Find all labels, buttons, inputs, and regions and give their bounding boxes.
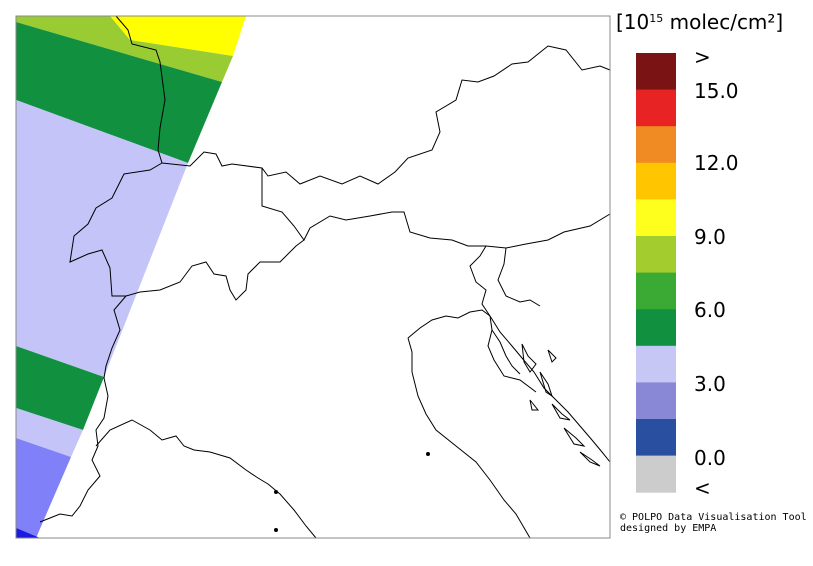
border-croatia-north bbox=[497, 247, 541, 307]
legend-color-swatch bbox=[636, 53, 676, 91]
island-4 bbox=[563, 427, 586, 447]
legend-tick-label: 12.0 bbox=[694, 151, 739, 175]
legend-tick-label: 6.0 bbox=[694, 298, 726, 322]
island-dot-3 bbox=[426, 452, 430, 456]
legend-tick-label: 0.0 bbox=[694, 446, 726, 470]
island-7 bbox=[547, 349, 557, 363]
legend-color-swatch bbox=[636, 419, 676, 457]
island-6 bbox=[529, 399, 540, 411]
credit-line-1: © POLPO Data Visualisation Tool bbox=[620, 512, 807, 523]
island-5 bbox=[579, 451, 601, 467]
legend-color-swatch bbox=[636, 272, 676, 310]
legend-tick-label: 9.0 bbox=[694, 225, 726, 249]
legend-color-swatch bbox=[636, 162, 676, 200]
legend-color-swatch bbox=[636, 455, 676, 493]
legend-tick-label: 3.0 bbox=[694, 372, 726, 396]
swath-band-darkgreen-2 bbox=[16, 346, 104, 430]
legend-title-suffix: molec/cm²] bbox=[663, 10, 784, 34]
coast-istria bbox=[491, 329, 521, 375]
legend-under-label: < bbox=[694, 476, 711, 500]
border-swiss-italy bbox=[69, 162, 305, 301]
island-2 bbox=[539, 371, 553, 398]
island-dot-2 bbox=[274, 528, 278, 532]
swath-band-darkgreen bbox=[16, 22, 222, 163]
border-france-italy bbox=[39, 295, 127, 523]
map-frame bbox=[15, 15, 611, 539]
island-dot-1 bbox=[274, 490, 278, 494]
border-alps-east bbox=[261, 168, 611, 249]
coast-venice bbox=[407, 309, 491, 339]
border-west-north bbox=[115, 15, 166, 164]
swath-band-periwinkle bbox=[16, 438, 71, 538]
legend-color-swatch bbox=[636, 126, 676, 164]
coast-italy-west bbox=[95, 419, 317, 539]
border-swiss-north bbox=[161, 45, 611, 185]
legend-title-prefix: [10 bbox=[616, 10, 650, 34]
swath-band-lavender bbox=[16, 100, 188, 377]
swath-band-lightgreen bbox=[16, 16, 233, 82]
swath-band-lavender-2 bbox=[16, 408, 83, 457]
legend-color-swatch bbox=[636, 345, 676, 383]
legend-colorbar bbox=[636, 53, 676, 493]
legend-title: [1015 molec/cm²] bbox=[616, 10, 783, 34]
legend-color-swatch bbox=[636, 382, 676, 420]
coast-italy-east bbox=[407, 337, 531, 539]
credit-line-2: designed by EMPA bbox=[620, 523, 717, 534]
legend-color-swatch bbox=[636, 199, 676, 237]
legend-title-exponent: 15 bbox=[649, 12, 664, 25]
swath-band-blue bbox=[16, 528, 40, 538]
legend-tick-label: 15.0 bbox=[694, 79, 739, 103]
legend-color-swatch bbox=[636, 309, 676, 347]
island-1 bbox=[521, 343, 537, 373]
legend-color-swatch bbox=[636, 89, 676, 127]
coastlines-and-borders bbox=[39, 15, 611, 539]
legend-over-label: > bbox=[694, 45, 711, 69]
island-3 bbox=[551, 403, 571, 421]
swath-band-yellow bbox=[110, 16, 246, 56]
legend-color-swatch bbox=[636, 236, 676, 274]
coast-croatia bbox=[489, 315, 611, 463]
satellite-swath bbox=[16, 16, 246, 538]
